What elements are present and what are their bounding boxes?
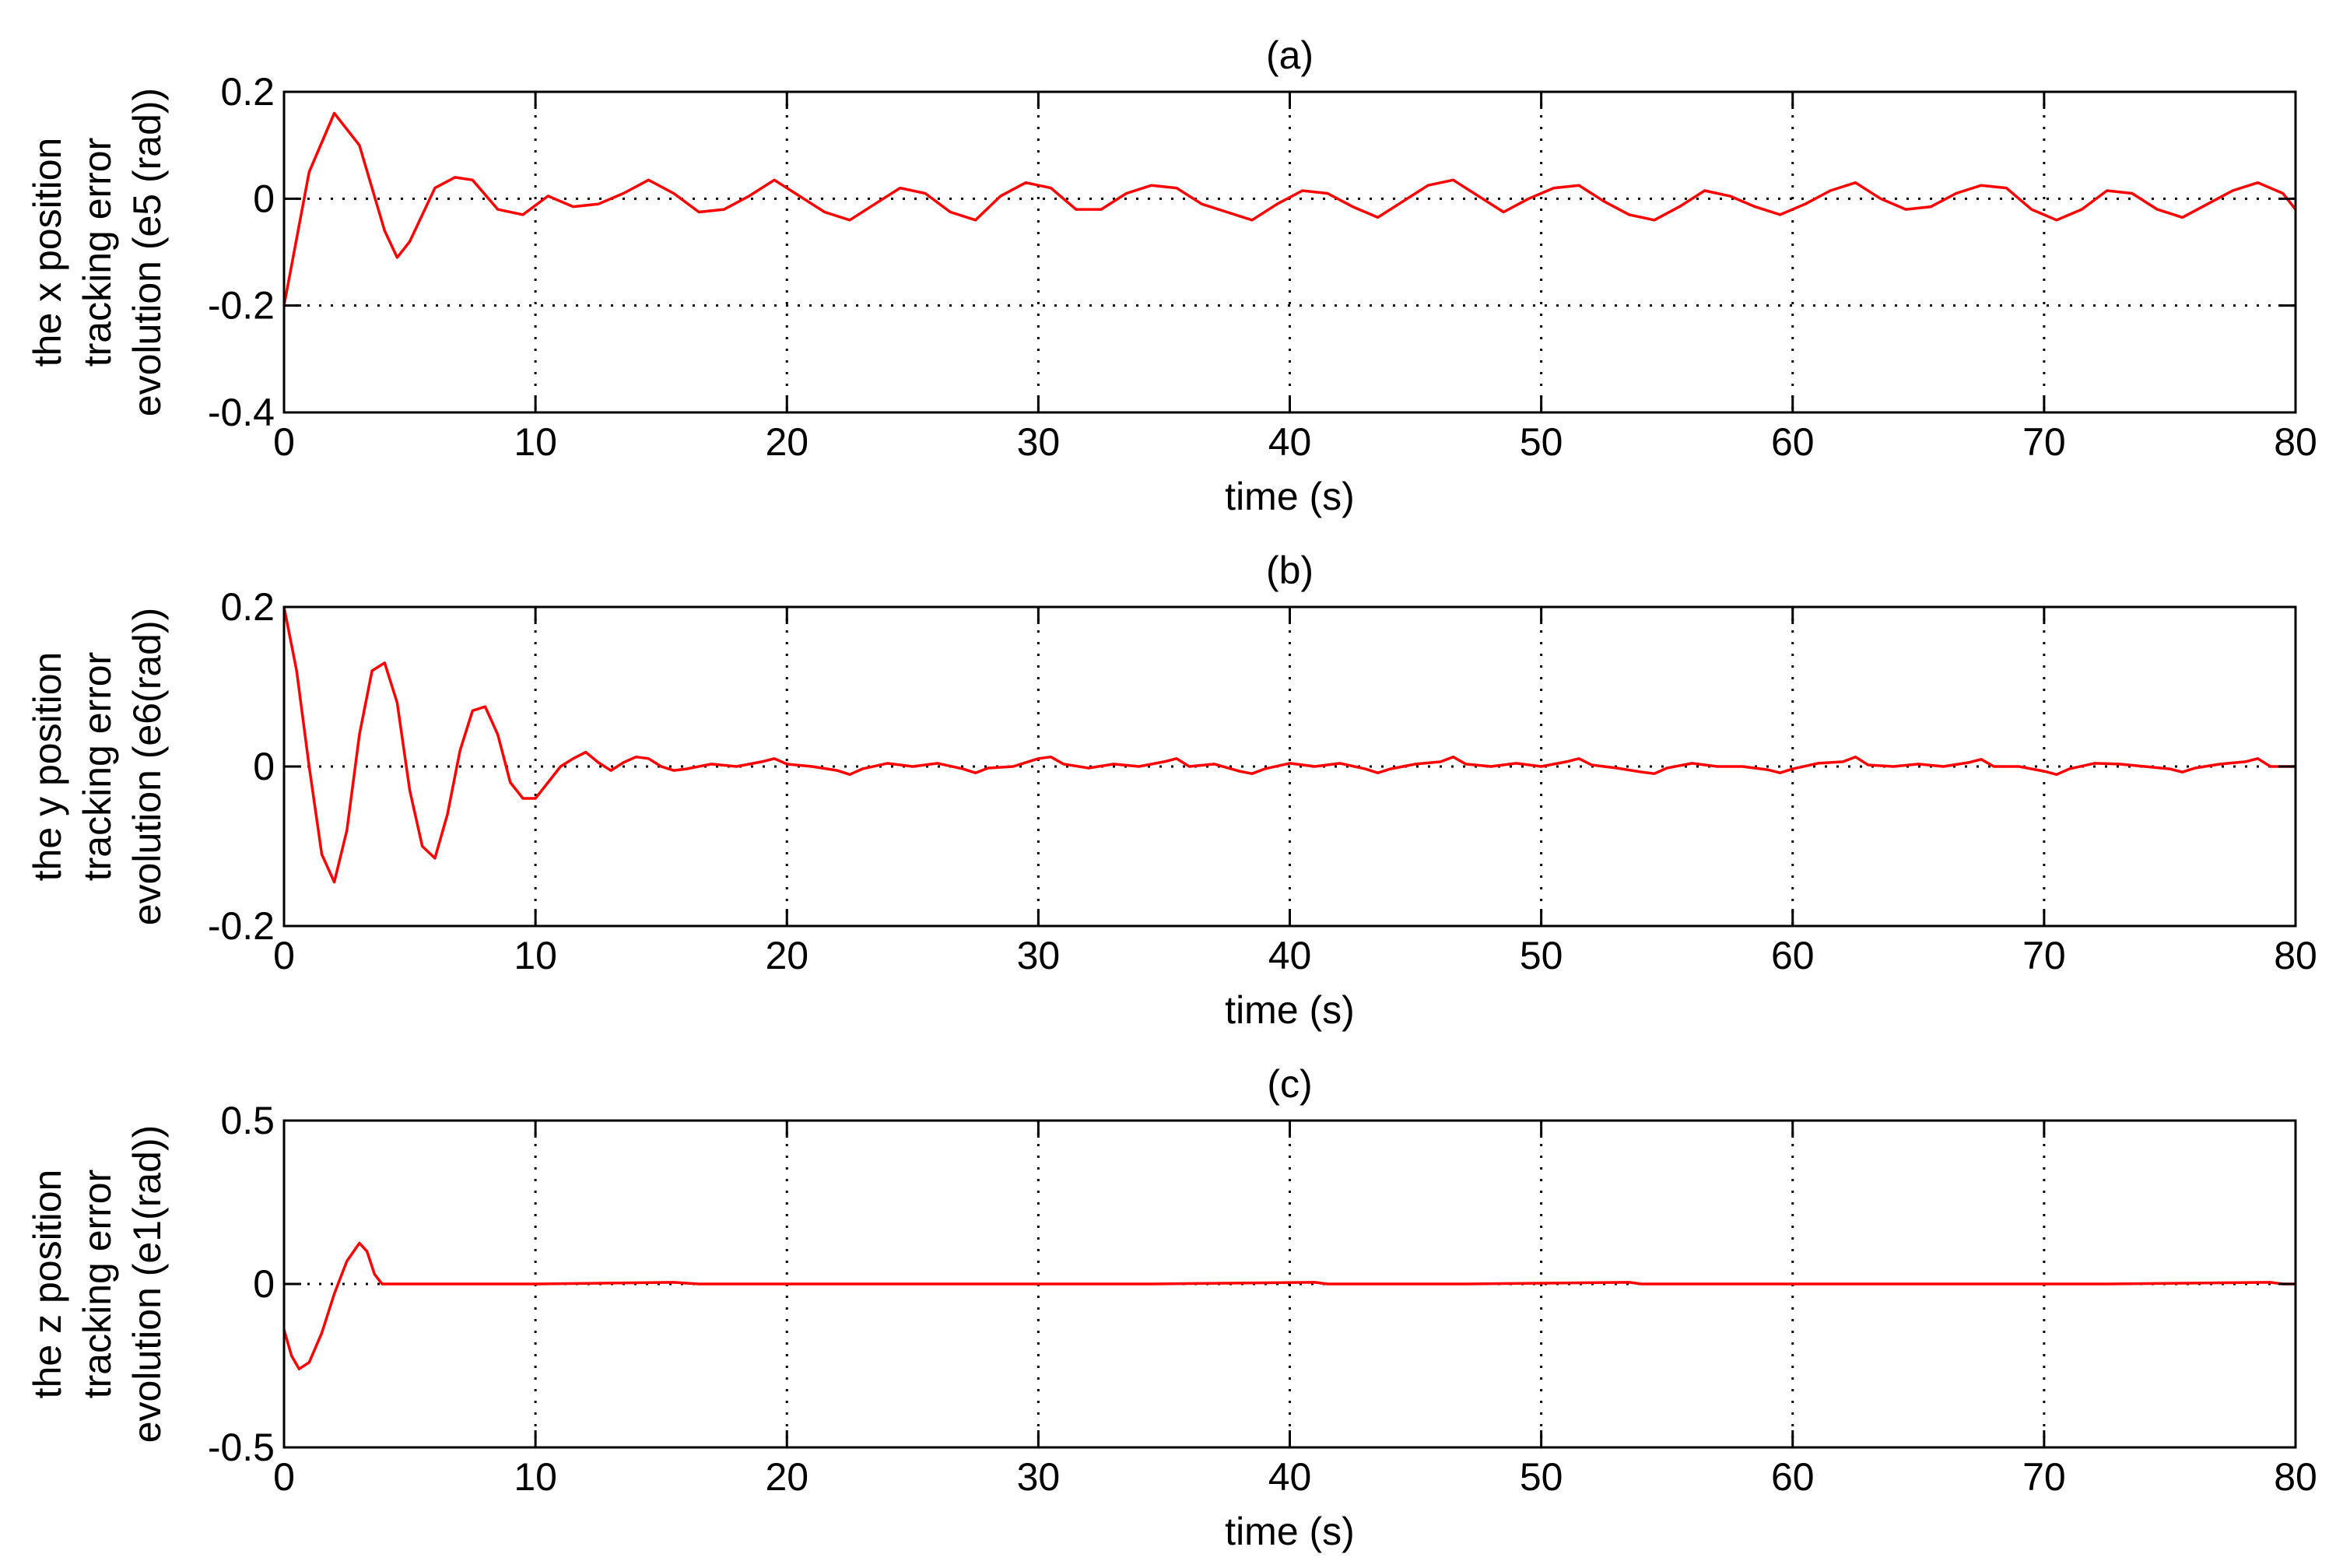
x-tick-label: 40	[1268, 1455, 1312, 1499]
y-axis-label-line: the x position	[26, 138, 69, 367]
y-axis-label-line: tracking error	[75, 652, 119, 882]
y-tick-label: -0.2	[208, 904, 275, 948]
y-axis-label-line: the z position	[26, 1170, 69, 1399]
x-tick-label: 70	[2022, 420, 2066, 464]
subplot-b: 0 10 20 30 40 50 60 70 80-0.200.2(b)time (s)the …	[26, 549, 2317, 1032]
x-tick-label: 60	[1771, 934, 1815, 977]
x-tick-label: 30	[1017, 420, 1061, 464]
y-axis-label-line: evolution (e6(rad))	[125, 608, 169, 926]
subplot-title: (c)	[1267, 1062, 1312, 1106]
x-tick-label: 20	[765, 1455, 808, 1499]
subplot-title: (a)	[1266, 33, 1314, 77]
x-tick-label: 30	[1017, 1455, 1061, 1499]
x-tick-label: 10	[514, 1455, 557, 1499]
y-tick-label: 0	[253, 745, 275, 788]
x-axis-label: time (s)	[1225, 475, 1355, 518]
x-tick-label: 20	[765, 934, 808, 977]
x-tick-label: 50	[1520, 1455, 1563, 1499]
x-tick-label: 70	[2022, 934, 2066, 977]
x-tick-label: 40	[1268, 934, 1312, 977]
y-tick-label: 0	[253, 1262, 275, 1306]
y-tick-label: 0	[253, 177, 275, 220]
subplot-title: (b)	[1266, 549, 1314, 592]
x-tick-label: 30	[1017, 934, 1061, 977]
y-axis-label-line: tracking error	[75, 138, 119, 367]
x-tick-label: 60	[1771, 420, 1815, 464]
x-tick-label: 60	[1771, 1455, 1815, 1499]
x-axis-label: time (s)	[1225, 1510, 1355, 1553]
x-tick-label: 40	[1268, 420, 1312, 464]
x-tick-label: 10	[514, 420, 557, 464]
y-tick-label: -0.2	[208, 284, 275, 328]
x-tick-label: 50	[1520, 420, 1563, 464]
x-tick-label: 0	[273, 934, 295, 977]
subplot-a: 0 10 20 30 40 50 60 70 80 -0.4 -0.2 0 0.2 (a) time (s)…	[26, 33, 2317, 518]
x-tick-label: 0	[273, 420, 295, 464]
x-tick-label: 80	[2274, 1455, 2317, 1499]
y-tick-label: 0.5	[220, 1099, 275, 1142]
subplot-c: 0 10 20 30 40 50 60 70 80-0.500.5(c)time (s)the …	[26, 1062, 2317, 1553]
y-axis-label-line: the y position	[26, 652, 69, 882]
series-line	[282, 111, 2297, 307]
x-tick-label: 80	[2274, 420, 2317, 464]
x-tick-label: 0	[273, 1455, 295, 1499]
series-line	[282, 1241, 2296, 1370]
x-tick-label: 10	[514, 934, 557, 977]
y-tick-label: -0.4	[208, 391, 275, 434]
x-tick-label: 50	[1520, 934, 1563, 977]
y-axis-label-line: evolution (e1(rad))	[125, 1125, 169, 1443]
x-axis-label: time (s)	[1225, 988, 1355, 1032]
y-tick-label: -0.5	[208, 1426, 275, 1469]
y-axis-label-line: evolution (e5 (rad))	[125, 88, 169, 416]
series-line	[282, 606, 2296, 884]
x-tick-label: 70	[2022, 1455, 2066, 1499]
y-tick-label: 0.2	[220, 585, 275, 629]
x-tick-label: 20	[765, 420, 808, 464]
x-tick-label: 80	[2274, 934, 2317, 977]
y-tick-label: 0.2	[220, 70, 275, 114]
y-axis-label-line: tracking error	[75, 1170, 119, 1399]
